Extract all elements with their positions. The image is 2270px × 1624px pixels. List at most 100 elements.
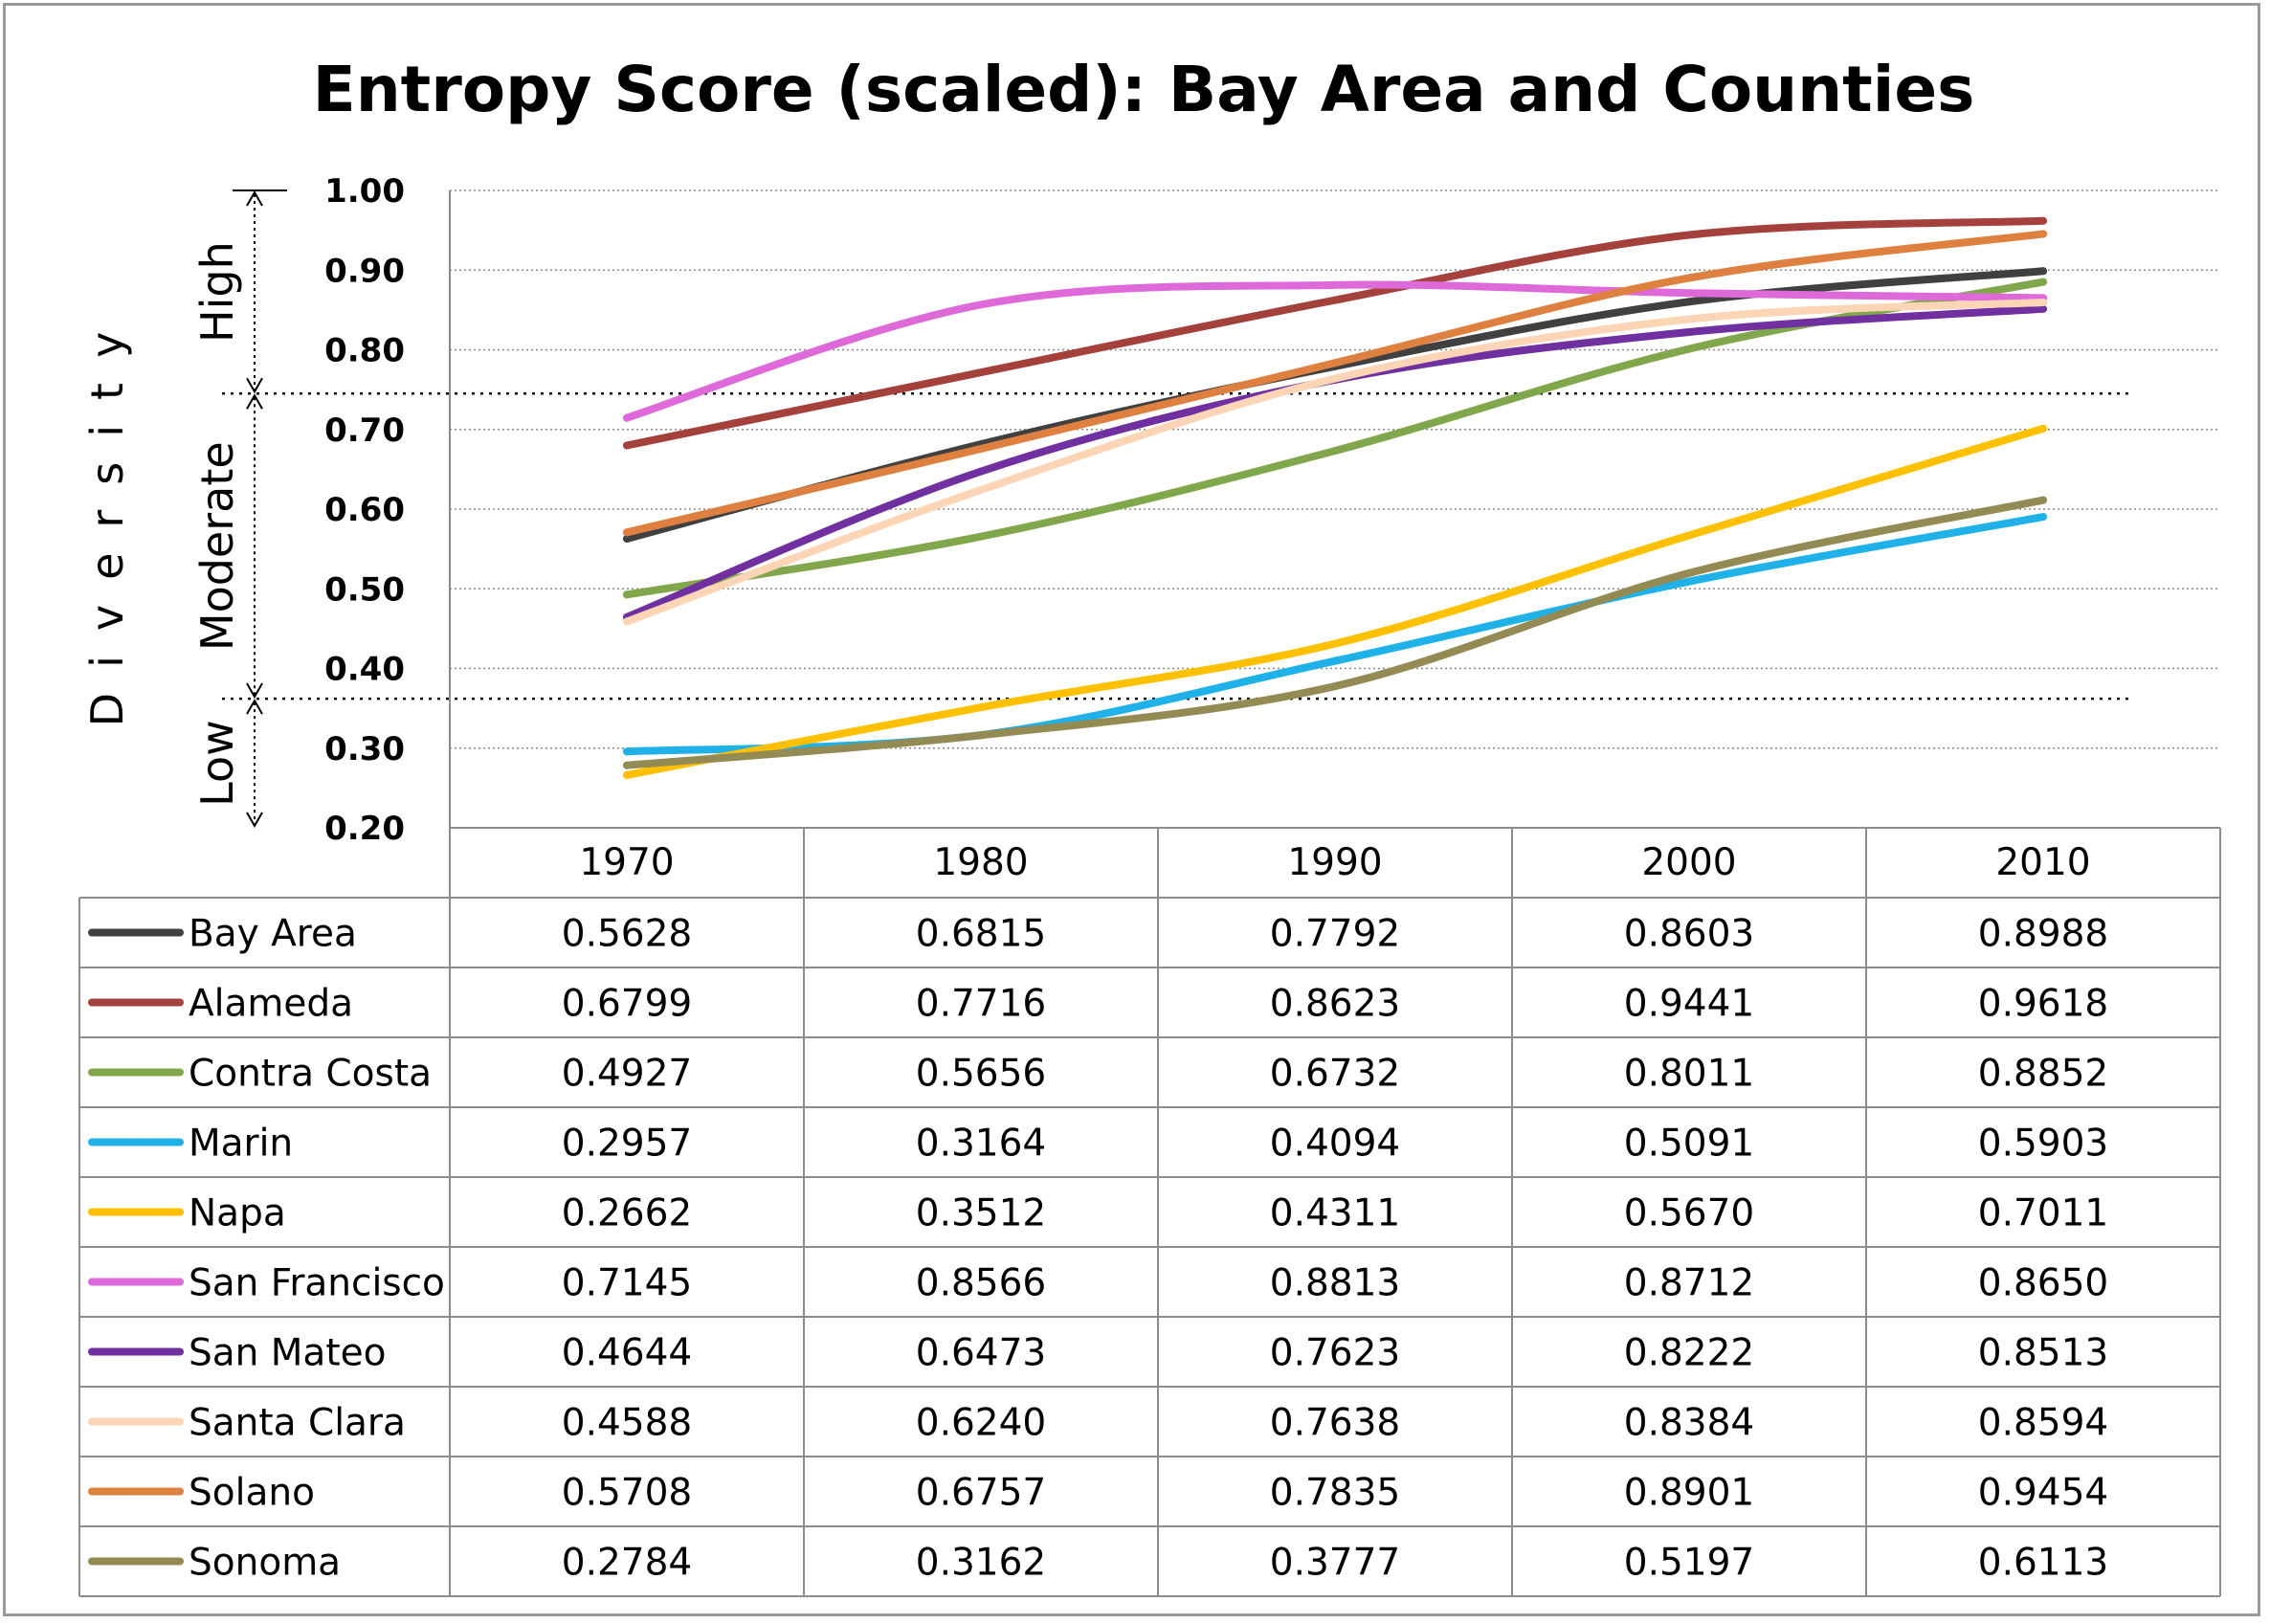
series-line-marin: [623, 513, 2047, 756]
data-label: 0.6815: [916, 913, 1046, 956]
data-label: 0.8852: [1978, 1053, 2108, 1096]
data-label: 0.2662: [562, 1192, 692, 1235]
data-point: [1331, 656, 1339, 665]
y-tick-label: 0.70: [324, 412, 405, 450]
legend-label: Contra Costa: [189, 1053, 432, 1096]
arrowhead: [246, 189, 263, 207]
data-label: 0.3162: [916, 1542, 1046, 1585]
data-point: [1685, 274, 1693, 282]
data-label: 0.9618: [1978, 983, 2108, 1026]
data-label: 0.3164: [916, 1123, 1046, 1166]
data-label: 0.3777: [1270, 1542, 1400, 1585]
x-category-label: 1970: [579, 841, 674, 884]
data-point: [2039, 278, 2047, 286]
data-label: 0.6799: [562, 983, 692, 1026]
data-point: [2039, 267, 2047, 276]
data-point: [1685, 315, 1693, 323]
data-point: [623, 770, 631, 779]
data-point: [1685, 231, 1693, 239]
data-point: [1331, 280, 1339, 289]
data-point: [977, 444, 985, 453]
data-point: [2039, 513, 2047, 522]
data-label: 0.6240: [916, 1402, 1046, 1445]
data-point: [2039, 424, 2047, 433]
data-point: [623, 413, 631, 422]
series-lines: [623, 216, 2047, 779]
arrowhead: [246, 377, 263, 394]
band-label: High: [191, 241, 243, 343]
data-point: [1331, 296, 1339, 304]
data-label: 0.7716: [916, 983, 1046, 1026]
x-category-label: 1980: [933, 841, 1028, 884]
legend-label: Napa: [189, 1192, 286, 1235]
data-point: [1685, 577, 1693, 586]
data-label: 0.8813: [1270, 1262, 1400, 1305]
data-label: 0.6757: [916, 1472, 1046, 1515]
data-label: 0.5656: [916, 1053, 1046, 1096]
data-point: [977, 532, 985, 541]
data-point: [623, 528, 631, 537]
data-point: [1331, 639, 1339, 648]
band-label: Moderate: [191, 441, 243, 651]
data-point: [1685, 289, 1693, 298]
data-label: 0.4927: [562, 1053, 692, 1096]
data-label: 0.7792: [1270, 913, 1400, 956]
data-point: [623, 617, 631, 626]
data-label: 0.7638: [1270, 1402, 1400, 1445]
data-label: 0.7011: [1978, 1192, 2108, 1235]
x-category-label: 1990: [1287, 841, 1382, 884]
legend-label: Sonoma: [189, 1542, 341, 1585]
data-label: 0.8566: [916, 1262, 1046, 1305]
chart-frame: [3, 3, 2260, 1616]
data-label: 0.4094: [1270, 1123, 1400, 1166]
data-point: [623, 747, 631, 756]
data-point: [977, 368, 985, 377]
data-label: 0.7623: [1270, 1332, 1400, 1375]
data-label: 0.5903: [1978, 1123, 2108, 1166]
y-tick-label: 0.20: [324, 810, 405, 848]
data-point: [977, 731, 985, 740]
y-tick-label: 0.60: [324, 491, 405, 529]
data-label: 0.4644: [562, 1332, 692, 1375]
y-tick-label: 1.00: [324, 172, 405, 211]
data-label: 0.6473: [916, 1332, 1046, 1375]
data-label: 0.9441: [1624, 983, 1754, 1026]
band-label: Low: [191, 720, 243, 807]
legend-label: Bay Area: [189, 913, 357, 956]
data-point: [623, 534, 631, 543]
arrowhead: [246, 699, 263, 715]
data-point: [1685, 531, 1693, 540]
data-point: [2039, 216, 2047, 225]
data-label: 0.5670: [1624, 1192, 1754, 1235]
legend-label: San Mateo: [189, 1332, 386, 1375]
legend-label: Alameda: [189, 983, 353, 1026]
data-label: 0.8222: [1624, 1332, 1754, 1375]
data-point: [1331, 374, 1339, 383]
data-point: [2039, 304, 2047, 313]
data-label: 0.8594: [1978, 1402, 2108, 1445]
data-point: [623, 761, 631, 769]
legend-label: San Francisco: [189, 1262, 445, 1305]
data-label: 0.5197: [1624, 1542, 1754, 1585]
data-point: [1685, 568, 1693, 577]
data-label: 0.5091: [1624, 1123, 1754, 1166]
data-label: 0.6113: [1978, 1542, 2108, 1585]
y-tick-label: 0.30: [324, 730, 405, 768]
data-label: 0.5628: [562, 913, 692, 956]
data-point: [1331, 682, 1339, 691]
legend-label: Solano: [189, 1472, 315, 1515]
series-line-san-mateo: [623, 304, 2047, 621]
y-tick-label: 0.50: [324, 570, 405, 609]
data-point: [2039, 496, 2047, 504]
data-point: [1685, 345, 1693, 353]
data-label: 0.8988: [1978, 913, 2108, 956]
data-label: 0.7835: [1270, 1472, 1400, 1515]
arrowhead: [246, 812, 263, 829]
data-label: 0.8712: [1624, 1262, 1754, 1305]
data-label: 0.5708: [562, 1472, 692, 1515]
x-category-label: 2000: [1641, 841, 1736, 884]
legend-label: Santa Clara: [189, 1402, 406, 1445]
data-label: 0.3512: [916, 1192, 1046, 1235]
series-line-contra-costa: [623, 278, 2047, 599]
